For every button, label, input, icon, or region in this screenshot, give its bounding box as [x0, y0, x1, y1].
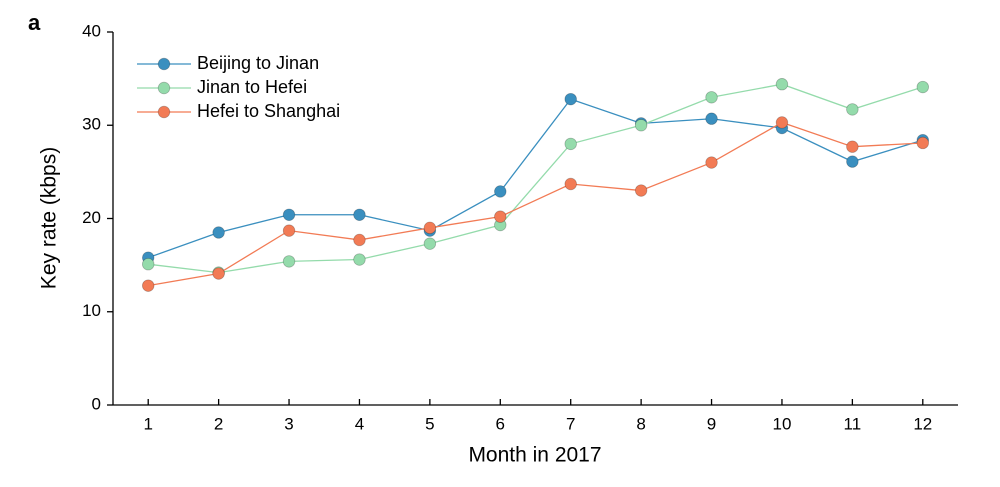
data-point — [916, 136, 929, 150]
x-tick-label: 8 — [636, 414, 645, 433]
legend-text: Jinan to Hefei — [197, 77, 307, 97]
data-point — [775, 78, 789, 91]
x-tick-label: 11 — [844, 414, 862, 433]
data-point — [846, 103, 859, 116]
data-point — [846, 155, 859, 168]
data-point — [142, 257, 155, 271]
x-tick-label: 9 — [707, 414, 716, 433]
series-line — [147, 98, 923, 259]
data-point — [353, 253, 366, 266]
data-point — [634, 119, 648, 132]
y-tick-label: 10 — [82, 301, 101, 320]
data-point — [775, 116, 789, 129]
panel-label: a — [28, 10, 41, 35]
data-point — [494, 185, 507, 198]
legend-marker — [157, 81, 171, 95]
x-tick-label: 3 — [284, 414, 293, 433]
data-point — [282, 208, 296, 221]
x-tick-label: 12 — [913, 414, 932, 433]
series-line — [148, 83, 923, 274]
x-tick-label: 4 — [355, 414, 364, 433]
data-point — [634, 184, 648, 197]
y-tick-label: 30 — [82, 115, 101, 134]
legend-text: Beijing to Jinan — [197, 53, 319, 73]
legend-marker — [157, 57, 171, 71]
data-point — [423, 221, 437, 235]
x-tick-label: 2 — [214, 414, 223, 433]
data-point — [705, 156, 718, 169]
data-point — [212, 226, 225, 239]
data-point — [353, 208, 366, 221]
y-tick-label: 0 — [92, 394, 101, 413]
x-tick-label: 6 — [496, 414, 505, 433]
data-point — [564, 137, 577, 151]
y-tick-label: 40 — [82, 21, 101, 40]
data-point — [423, 237, 437, 250]
data-point — [353, 233, 366, 247]
x-tick-label: 1 — [143, 414, 152, 433]
x-tick-label: 10 — [772, 414, 791, 433]
data-point — [142, 279, 155, 292]
data-point — [846, 140, 859, 153]
y-tick-label: 20 — [82, 208, 101, 227]
data-point — [705, 91, 718, 104]
data-point — [916, 80, 929, 94]
y-axis-title: Key rate (kbps) — [38, 147, 61, 289]
x-axis-title: Month in 2017 — [468, 444, 601, 467]
x-tick-label: 5 — [425, 414, 434, 433]
data-point — [212, 267, 225, 280]
data-point — [564, 177, 577, 191]
series-line — [148, 121, 923, 287]
data-point — [564, 92, 577, 106]
data-point — [705, 112, 718, 125]
legend-marker — [157, 105, 171, 119]
data-point — [282, 224, 296, 237]
data-point — [282, 255, 296, 268]
x-tick-label: 7 — [566, 414, 575, 433]
legend-text: Hefei to Shanghai — [197, 101, 340, 121]
data-point — [494, 210, 507, 223]
